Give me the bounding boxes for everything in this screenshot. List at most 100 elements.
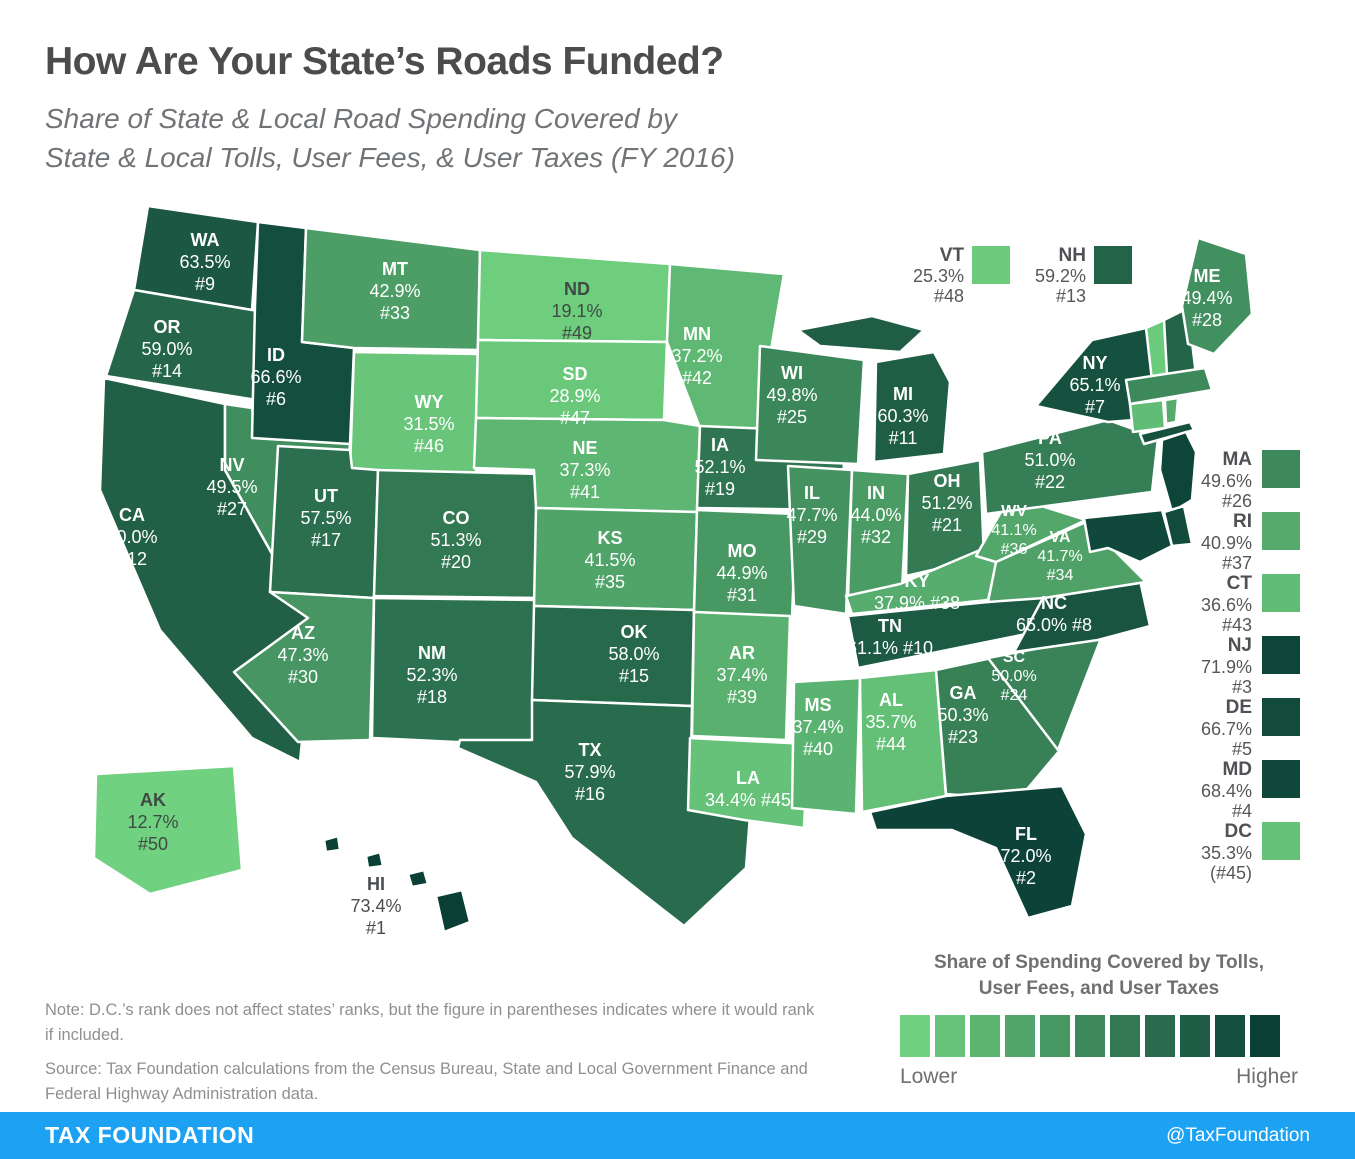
state-label-VA: VA 41.7% #34 bbox=[1037, 529, 1082, 584]
state-shape-HI bbox=[406, 868, 430, 889]
state-label-AL: AL 35.7% #44 bbox=[865, 690, 916, 754]
state-shape-MI bbox=[796, 314, 926, 354]
state-label-IL: IL 47.7% #29 bbox=[786, 483, 837, 547]
state-label-WV: WV 41.1% #36 bbox=[991, 503, 1036, 558]
source-text: Source: Tax Foundation calculations from… bbox=[45, 1060, 808, 1103]
footnotes: Note: D.C.’s rank does not affect states… bbox=[45, 998, 820, 1116]
callout-label-MA: MA 49.6% #26 bbox=[1200, 449, 1252, 511]
state-label-PA: PA 51.0% #22 bbox=[1024, 428, 1075, 492]
callout-MA: MA 49.6% #26 bbox=[1152, 449, 1300, 512]
state-label-OK: OK 58.0% #15 bbox=[608, 622, 659, 686]
state-shape-NY bbox=[1138, 420, 1196, 446]
callout-DC: DC 35.3% (#45) bbox=[1152, 821, 1300, 884]
state-label-CO: CO 51.3% #20 bbox=[430, 508, 481, 572]
state-label-TN: TN 61.1% #10 bbox=[847, 616, 933, 658]
state-shape-MI bbox=[872, 350, 952, 464]
callout-label-CT: CT 36.6% #43 bbox=[1200, 573, 1252, 635]
state-label-MN: MN 37.2% #42 bbox=[671, 324, 722, 388]
callout-label-DC: DC 35.3% (#45) bbox=[1200, 821, 1252, 883]
legend-lower-label: Lower bbox=[900, 1065, 958, 1088]
callout-MD: MD 68.4% #4 bbox=[1152, 759, 1300, 822]
state-label-WI: WI 49.8% #25 bbox=[766, 363, 817, 427]
state-label-ND: ND 19.1% #49 bbox=[551, 279, 602, 343]
right-callouts: MA 49.6% #26 RI 40.9% #37 CT 36.6% #43 NJ 71.9% #3 D… bbox=[1152, 449, 1300, 884]
note-text: Note: D.C.’s rank does not affect states… bbox=[45, 1001, 815, 1044]
state-label-CA: CA 60.0% #12 bbox=[106, 505, 157, 569]
state-shape-VA bbox=[986, 520, 1148, 604]
state-shape-MD bbox=[1082, 508, 1174, 564]
state-label-MT: MT 42.9% #33 bbox=[369, 259, 420, 323]
state-label-NY: NY 65.1% #7 bbox=[1069, 353, 1120, 417]
callout-swatch-DC bbox=[1262, 822, 1300, 860]
state-label-NV: NV 49.5% #27 bbox=[206, 455, 257, 519]
state-label-KY: KY 37.9% #38 bbox=[874, 571, 960, 613]
state-shape-FL bbox=[868, 784, 1088, 920]
page-title: How Are Your State’s Roads Funded? bbox=[45, 40, 724, 83]
callout-label-NJ: NJ 71.9% #3 bbox=[1200, 635, 1252, 697]
state-shape-MA bbox=[1124, 366, 1214, 406]
state-shape-LA bbox=[686, 736, 810, 830]
state-shape-HI bbox=[364, 850, 385, 870]
state-label-NM: NM 52.3% #18 bbox=[406, 643, 457, 707]
state-label-FL: FL 72.0% #2 bbox=[1000, 824, 1051, 888]
subtitle-line-1: Share of State & Local Road Spending Cov… bbox=[45, 103, 677, 134]
callout-label-VT: VT 25.3% #48 bbox=[912, 245, 964, 307]
legend-title-line-2: User Fees, and User Taxes bbox=[978, 978, 1220, 999]
legend-swatch-5 bbox=[1040, 1015, 1070, 1057]
legend-swatch-8 bbox=[1145, 1015, 1175, 1057]
callout-swatch-DE bbox=[1262, 698, 1300, 736]
state-label-WY: WY 31.5% #46 bbox=[403, 392, 454, 456]
state-label-IA: IA 52.1% #19 bbox=[694, 435, 745, 499]
legend-swatch-4 bbox=[1005, 1015, 1035, 1057]
state-label-MO: MO 44.9% #31 bbox=[716, 541, 767, 605]
state-label-ME: ME 49.4% #28 bbox=[1181, 266, 1232, 330]
state-shape-ME bbox=[1180, 236, 1254, 356]
callout-swatch-RI bbox=[1262, 512, 1300, 550]
callout-swatch-VT bbox=[972, 246, 1010, 284]
legend-swatch-ramp bbox=[900, 1015, 1298, 1057]
callout-DE: DE 66.7% #5 bbox=[1152, 697, 1300, 760]
state-label-LA: LA 34.4% #45 bbox=[705, 768, 791, 810]
state-shape-HI bbox=[322, 834, 342, 854]
state-label-IN: IN 44.0% #32 bbox=[850, 483, 901, 547]
callout-NJ: NJ 71.9% #3 bbox=[1152, 635, 1300, 698]
state-shape-CT bbox=[1128, 398, 1167, 434]
legend-swatch-6 bbox=[1075, 1015, 1105, 1057]
state-label-WA: WA 63.5% #9 bbox=[179, 230, 230, 294]
state-label-OH: OH 51.2% #21 bbox=[921, 471, 972, 535]
state-label-OR: OR 59.0% #14 bbox=[141, 317, 192, 381]
state-label-AZ: AZ 47.3% #30 bbox=[277, 623, 328, 687]
legend-higher-label: Higher bbox=[1236, 1065, 1298, 1088]
footer-brand: TAX FOUNDATION bbox=[45, 1122, 255, 1148]
footer-twitter-handle: @TaxFoundation bbox=[1166, 1124, 1310, 1146]
state-label-MS: MS 37.4% #40 bbox=[792, 695, 843, 759]
state-label-UT: UT 57.5% #17 bbox=[300, 486, 351, 550]
state-label-TX: TX 57.9% #16 bbox=[564, 740, 615, 804]
state-label-AR: AR 37.4% #39 bbox=[716, 643, 767, 707]
state-label-MI: MI 60.3% #11 bbox=[877, 384, 928, 448]
legend-swatch-1 bbox=[900, 1015, 930, 1057]
state-label-AK: AK 12.7% #50 bbox=[127, 790, 178, 854]
legend-title: Share of Spending Covered by Tolls, User… bbox=[900, 950, 1298, 1002]
state-label-HI: HI 73.4% #1 bbox=[350, 874, 401, 938]
state-label-NC: NC 65.0% #8 bbox=[1016, 593, 1092, 635]
state-shape-WI bbox=[754, 344, 866, 466]
callout-CT: CT 36.6% #43 bbox=[1152, 573, 1300, 636]
state-shape-HI bbox=[434, 888, 472, 934]
state-shape-RI bbox=[1163, 396, 1180, 426]
callout-label-RI: RI 40.9% #37 bbox=[1200, 511, 1252, 573]
legend-title-line-1: Share of Spending Covered by Tolls, bbox=[933, 952, 1265, 973]
subtitle-line-2: State & Local Tolls, User Fees, & User T… bbox=[45, 142, 735, 173]
state-label-NE: NE 37.3% #41 bbox=[559, 438, 610, 502]
state-label-SD: SD 28.9% #47 bbox=[549, 364, 600, 428]
state-label-KS: KS 41.5% #35 bbox=[584, 528, 635, 592]
state-shape-NJ bbox=[1158, 430, 1198, 514]
footer-bar: TAX FOUNDATION @TaxFoundation bbox=[0, 1112, 1355, 1159]
callout-swatch-NH bbox=[1094, 246, 1132, 284]
callout-label-NH: NH 59.2% #13 bbox=[1034, 245, 1086, 307]
page-subtitle: Share of State & Local Road Spending Cov… bbox=[45, 99, 735, 177]
legend-swatch-10 bbox=[1215, 1015, 1245, 1057]
callout-swatch-MA bbox=[1262, 450, 1300, 488]
